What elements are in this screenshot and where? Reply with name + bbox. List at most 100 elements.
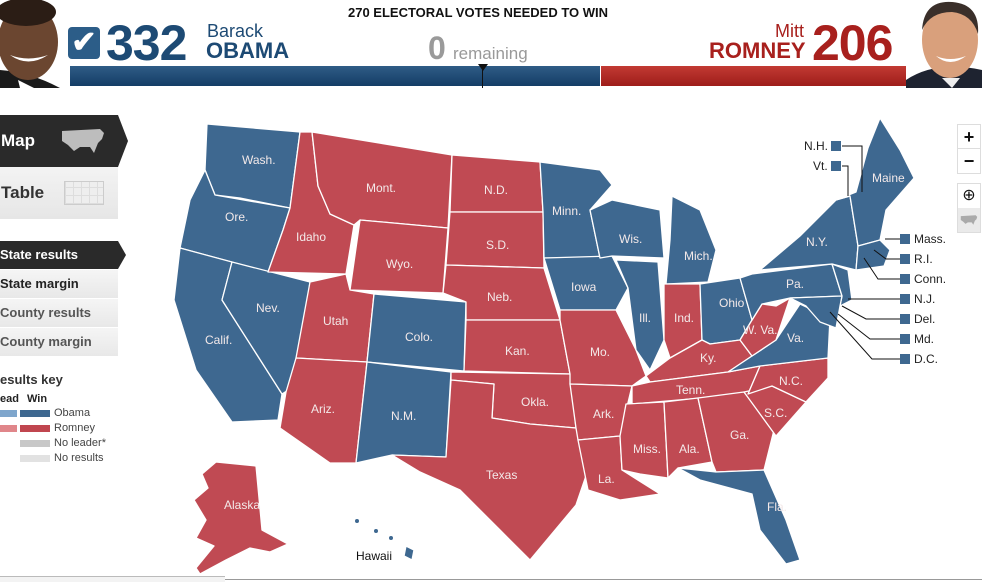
locate-icon[interactable]: ⊕ [962,187,976,204]
callout-nh-label: N.H. [804,139,828,153]
callout-nj-swatch[interactable] [900,294,910,304]
us-map-icon [62,129,104,153]
svg-text:S.C.: S.C. [764,406,787,420]
270-marker-line [482,66,483,88]
svg-text:Wis.: Wis. [619,232,642,246]
obama-first-name: Barack [207,21,264,41]
svg-text:Mo.: Mo. [590,345,610,359]
callout-nh-swatch[interactable] [831,141,841,151]
key-no-leader-label: No leader* [54,437,106,449]
callout-del-label: Del. [914,312,936,326]
callout-md-swatch[interactable] [900,334,910,344]
svg-text:La.: La. [598,472,615,486]
obama-photo [0,0,70,88]
key-romney-lead-swatch [0,425,17,432]
results-key-title: esults key [0,372,63,387]
state-mich [665,195,717,285]
svg-text:Iowa: Iowa [571,280,597,294]
state-alaska [193,461,289,575]
svg-text:Alaska: Alaska [224,498,260,512]
obama-last-name: OBAMA [206,38,290,63]
svg-text:Okla.: Okla. [521,395,549,409]
state-nj [831,263,853,307]
svg-text:N.C.: N.C. [779,374,803,388]
obama-progress-bar [44,66,600,86]
svg-text:N.D.: N.D. [484,183,508,197]
state-new-england [835,117,915,247]
callout-vt-swatch[interactable] [831,161,841,171]
callout-del-swatch[interactable] [900,314,910,324]
bottom-divider [225,579,982,580]
state-wis [589,199,665,259]
svg-text:Wash.: Wash. [242,153,276,167]
locate-controls: ⊕ [957,183,981,233]
state-ala [663,397,713,479]
key-obama-win-swatch [20,410,50,417]
state-mass-ct-ri [855,239,891,271]
svg-text:Tenn.: Tenn. [676,383,705,397]
svg-text:Wyo.: Wyo. [386,257,413,271]
zoom-in-button[interactable]: + [958,125,980,149]
svg-text:Utah: Utah [323,314,348,328]
svg-text:Ala.: Ala. [679,442,700,456]
svg-text:Ky.: Ky. [700,351,716,365]
svg-text:Ore.: Ore. [225,210,248,224]
svg-text:Ind.: Ind. [674,311,694,325]
svg-text:S.D.: S.D. [486,238,509,252]
bottom-panel-edge [0,576,225,582]
tab-map-label: Map [1,131,35,150]
270-marker-icon [478,64,488,71]
svg-text:N.Y.: N.Y. [806,235,828,249]
zoom-out-button[interactable]: − [963,151,975,171]
state-fla [677,467,801,565]
svg-text:Ill.: Ill. [639,311,651,325]
key-no-leader-swatch [20,440,50,447]
svg-text:W. Va.: W. Va. [743,323,777,337]
svg-text:Colo.: Colo. [405,330,433,344]
svg-text:Minn.: Minn. [552,204,581,218]
svg-text:Ga.: Ga. [730,428,749,442]
key-col-win: Win [27,393,48,405]
reset-map-button[interactable] [958,208,980,232]
svg-text:Miss.: Miss. [633,442,661,456]
callout-mass-label: Mass. [914,232,947,246]
state-ill [615,259,665,371]
scoreboard-header: ✔ 332 Barack OBAMA 270 ELECTORAL VOTES N… [0,0,982,88]
remaining-label: remaining [453,44,528,63]
callout-md-label: Md. [914,332,935,346]
svg-text:Maine: Maine [872,171,905,185]
callout-dc-swatch[interactable] [900,354,910,364]
key-col-lead: ead [0,393,19,405]
mode-state-margin[interactable]: State margin [0,270,118,298]
remaining-count: 0 [428,30,446,66]
romney-last-name: ROMNEY [709,38,806,63]
romney-progress-bar [600,66,918,86]
tab-table-label: Table [1,183,45,202]
svg-text:Texas: Texas [486,468,517,482]
votes-needed-label: 270 ELECTORAL VOTES NEEDED TO WIN [348,5,609,20]
key-obama-lead-swatch [0,410,17,417]
svg-text:Hawaii: Hawaii [356,549,392,563]
state-ny [759,195,859,271]
key-obama-label: Obama [54,407,91,419]
callout-conn-swatch[interactable] [900,274,910,284]
state-miss [619,401,669,479]
table-icon [64,181,104,205]
mode-county-margin[interactable]: County margin [0,328,118,356]
state-texas [391,379,589,561]
romney-first-name: Mitt [775,21,804,41]
callout-ri-swatch[interactable] [900,254,910,264]
romney-electoral-votes: 206 [812,15,893,71]
svg-text:Nev.: Nev. [256,301,280,315]
mode-county-results[interactable]: County results [0,299,118,327]
tab-map[interactable]: Map [0,115,128,167]
callout-mass-swatch[interactable] [900,234,910,244]
tab-table[interactable]: Table [0,167,118,219]
callout-dc-label: D.C. [914,352,938,366]
mode-state-results[interactable]: State results [0,241,126,269]
callout-nj-label: N.J. [914,292,936,306]
svg-text:Kan.: Kan. [505,344,530,358]
callout-vt-label: Vt. [813,159,828,173]
